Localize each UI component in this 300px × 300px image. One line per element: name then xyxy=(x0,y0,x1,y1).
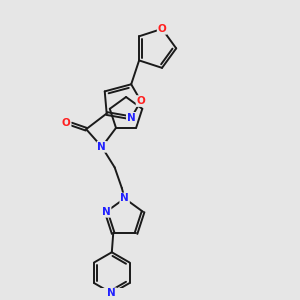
Text: N: N xyxy=(102,207,111,217)
Text: N: N xyxy=(120,194,129,203)
Text: O: O xyxy=(62,118,70,128)
Text: N: N xyxy=(107,288,116,298)
Text: N: N xyxy=(98,142,106,152)
Text: O: O xyxy=(136,96,145,106)
Text: O: O xyxy=(158,24,167,34)
Text: N: N xyxy=(127,113,136,123)
